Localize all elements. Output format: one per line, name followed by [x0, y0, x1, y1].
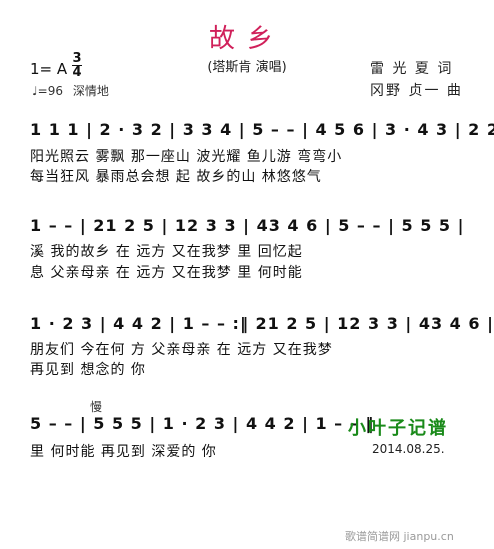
tempo-value: =96 — [37, 84, 63, 98]
notation-line-3: 1 · 2 3 | 4 4 2 | 1 – – :‖ 21 2 5 | 12 3… — [30, 314, 494, 333]
lyrics-line-4a: 里 何时能 再见到 深爱的 你 — [30, 444, 217, 460]
lyrics-line-1a: 阳光照云 雾飘 那一座山 波光耀 鱼儿游 弯弯小 — [30, 149, 343, 165]
tempo-mark-slow: 慢 — [90, 400, 103, 414]
time-signature: 3 4 — [72, 52, 82, 79]
song-title: 故乡 — [208, 24, 285, 54]
time-signature-top: 3 — [72, 51, 82, 66]
lyricist-credit: 雷 光 夏 词 — [370, 61, 454, 77]
lyrics-line-1b: 每当狂风 暴雨总会想 起 故乡的山 林悠悠气 — [30, 169, 322, 185]
lyrics-line-2a: 溪 我的故乡 在 远方 又在我梦 里 回忆起 — [30, 244, 303, 260]
notation-line-4: 5 – – | 5 5 5 | 1 · 2 3 | 4 4 2 | 1 – – … — [30, 414, 375, 433]
lyrics-line-2b: 息 父亲母亲 在 远方 又在我梦 里 何时能 — [30, 265, 303, 281]
transcriber-signature: 小叶子记谱 — [348, 418, 448, 439]
composer-credit: 冈野 贞一 曲 — [370, 83, 463, 99]
tempo-marking: ♩=96 深情地 — [32, 82, 109, 99]
notation-line-1: 1 1 1 | 2 · 3 2 | 3 3 4 | 5 – – | 4 5 6 … — [30, 120, 494, 139]
quarter-note-icon: ♩ — [32, 84, 38, 98]
expression-mark: 深情地 — [72, 84, 109, 98]
key-signature: 1= A — [30, 60, 68, 78]
transcription-date: 2014.08.25. — [372, 442, 445, 456]
performer-subtitle: (塔斯肯 演唱) — [207, 60, 287, 75]
lyrics-line-3b: 再见到 想念的 你 — [30, 362, 146, 378]
time-signature-bottom: 4 — [72, 65, 82, 80]
site-watermark: 歌谱简谱网 jianpu.cn — [345, 530, 454, 543]
lyrics-line-3a: 朋友们 今在何 方 父亲母亲 在 远方 又在我梦 — [30, 342, 333, 358]
notation-line-2: 1 – – | 21 2 5 | 12 3 3 | 43 4 6 | 5 – –… — [30, 216, 465, 235]
